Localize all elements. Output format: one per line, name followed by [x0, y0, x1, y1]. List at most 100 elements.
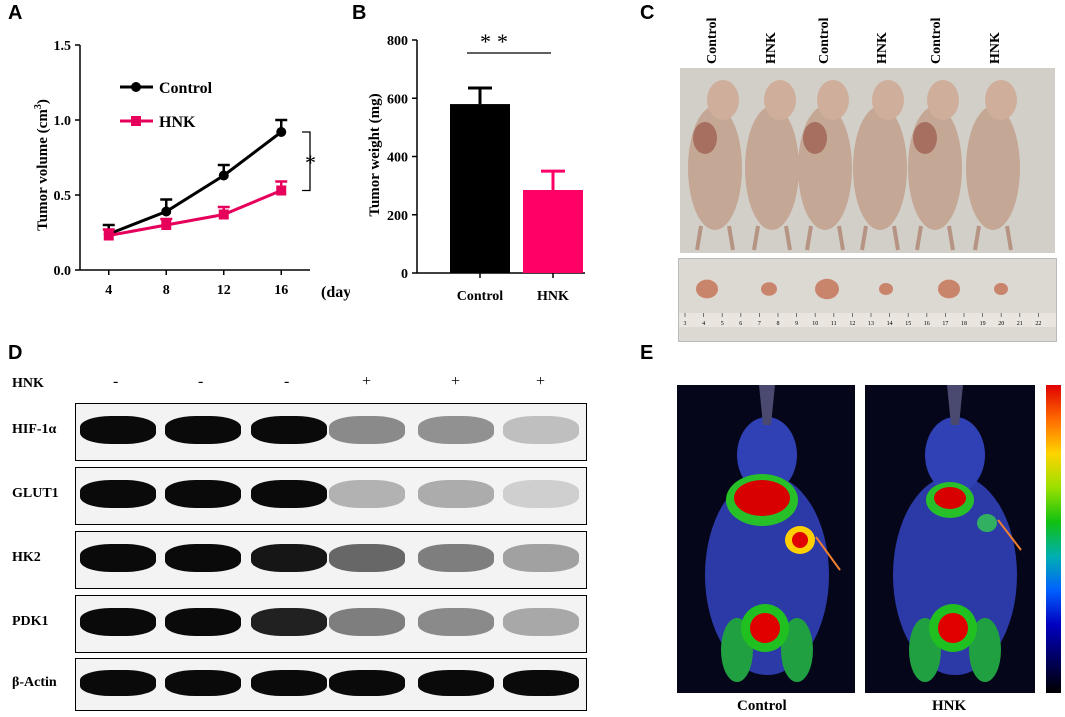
- protein-band: [165, 544, 241, 573]
- protein-band: [251, 480, 327, 509]
- protein-band: [80, 480, 156, 509]
- legend-marker: [131, 116, 141, 126]
- arrow-indicator: [997, 519, 1022, 551]
- ruler-number: 11: [831, 321, 837, 327]
- protein-band: [503, 416, 579, 445]
- ruler-number: 16: [924, 321, 930, 327]
- x-tick-label-a: 8: [163, 283, 170, 298]
- legend-marker: [131, 82, 141, 92]
- data-point-control: [276, 127, 287, 137]
- arrow-indicator: [815, 536, 841, 571]
- mouse-silhouette: [893, 385, 1017, 682]
- protein-band: [165, 670, 241, 696]
- tumor-sample: [879, 283, 893, 295]
- x-tick-label-b: Control: [457, 289, 504, 304]
- ruler-number: 4: [702, 321, 705, 327]
- series-line-hnk: [108, 189, 282, 237]
- protein-label: PDK1: [12, 614, 49, 629]
- protein-band: [329, 416, 405, 445]
- protein-band: [418, 608, 494, 637]
- x-axis-unit-a: (day): [321, 284, 350, 301]
- lane-sign: -: [113, 373, 119, 390]
- legend-label-hnk: HNK: [159, 114, 196, 131]
- protein-band: [418, 416, 494, 445]
- y-tick-label-a: 0.0: [54, 264, 72, 279]
- legend-label-control: Control: [159, 80, 213, 97]
- protein-band: [329, 608, 405, 637]
- ruler-number: 15: [905, 321, 911, 327]
- x-tick-label-b: HNK: [537, 289, 569, 304]
- bar-hnk: [523, 189, 583, 273]
- protein-band: [503, 608, 579, 637]
- ruler-number: 20: [998, 321, 1004, 327]
- x-tick-label-a: 12: [217, 283, 231, 298]
- y-tick-label-b: 800: [387, 34, 408, 49]
- ruler-number: 13: [868, 321, 874, 327]
- protein-band: [251, 608, 327, 637]
- tumor-weight-chart: 0 200 400 600 800 Control HNK Tumor weight (mg…: [367, 29, 585, 304]
- protein-band: [251, 544, 327, 573]
- mouse-label: HNK: [875, 32, 890, 64]
- protein-band: [418, 544, 494, 573]
- blot-strip: [75, 595, 587, 653]
- ruler-number: 6: [739, 321, 742, 327]
- panel-label-a: A: [8, 2, 23, 24]
- protein-label: β-Actin: [12, 674, 57, 690]
- y-tick-label-a: 1.5: [54, 39, 72, 54]
- tumor-sample: [938, 279, 960, 299]
- ruler: [679, 313, 1056, 327]
- protein-label: GLUT1: [12, 486, 59, 501]
- protein-band: [165, 480, 241, 509]
- protein-band: [329, 670, 405, 696]
- tumor-sample: [696, 279, 718, 299]
- mouse-label: Control: [929, 17, 944, 64]
- tumor-volume-chart: 0.0 0.5 1.0 1.5 4 8 12 16 Control HNK Tumor volum…: [33, 39, 350, 301]
- protein-band: [418, 670, 494, 696]
- mouse-body: [745, 80, 799, 251]
- mouse-body: [798, 80, 852, 251]
- protein-band: [80, 670, 156, 696]
- bar-control: [450, 104, 510, 273]
- ruler-number: 17: [942, 321, 948, 327]
- mouse-label: HNK: [988, 32, 1003, 64]
- pet-image-hnk: [865, 385, 1035, 693]
- mouse-body: [853, 80, 907, 251]
- blot-strip: [75, 403, 587, 461]
- protein-band: [165, 416, 241, 445]
- lane-sign: -: [284, 373, 290, 390]
- ruler-number: 22: [1035, 321, 1041, 327]
- mouse-body: [966, 80, 1020, 251]
- mouse-body: [908, 80, 962, 251]
- protein-band: [251, 416, 327, 445]
- ruler-number: 10: [812, 321, 818, 327]
- tumor-sample: [994, 283, 1008, 295]
- protein-band: [80, 544, 156, 573]
- y-axis-label-a: Tumor volume (cm3): [33, 99, 51, 231]
- mice-label-row: Control HNK Control HNK Control HNK: [678, 6, 1058, 68]
- treatment-label: HNK: [12, 376, 44, 391]
- panel-label-d: D: [8, 342, 23, 364]
- tumor-sample: [761, 282, 777, 296]
- protein-band: [251, 670, 327, 696]
- tumor-sample: [815, 278, 839, 300]
- ruler-number: 14: [887, 321, 893, 327]
- significance-marker-a: *: [305, 150, 316, 175]
- blot-strip: [75, 658, 587, 711]
- mouse-silhouette: [705, 385, 829, 682]
- pet-label-control: Control: [737, 698, 787, 714]
- protein-band: [329, 480, 405, 509]
- panel-label-e: E: [640, 342, 654, 364]
- ruler-number: 9: [795, 321, 798, 327]
- protein-band: [80, 416, 156, 445]
- y-tick-label-a: 1.0: [54, 114, 72, 129]
- color-scale-bar: [1046, 385, 1061, 693]
- ruler-number: 3: [684, 321, 687, 327]
- x-tick-label-a: 16: [274, 283, 288, 298]
- mouse-body: [688, 80, 742, 251]
- panel-label-c: C: [640, 2, 655, 24]
- protein-band: [329, 544, 405, 573]
- protein-band: [503, 544, 579, 573]
- mice-photo: [680, 68, 1055, 253]
- pet-label-hnk: HNK: [932, 698, 967, 714]
- lane-sign: +: [451, 373, 461, 390]
